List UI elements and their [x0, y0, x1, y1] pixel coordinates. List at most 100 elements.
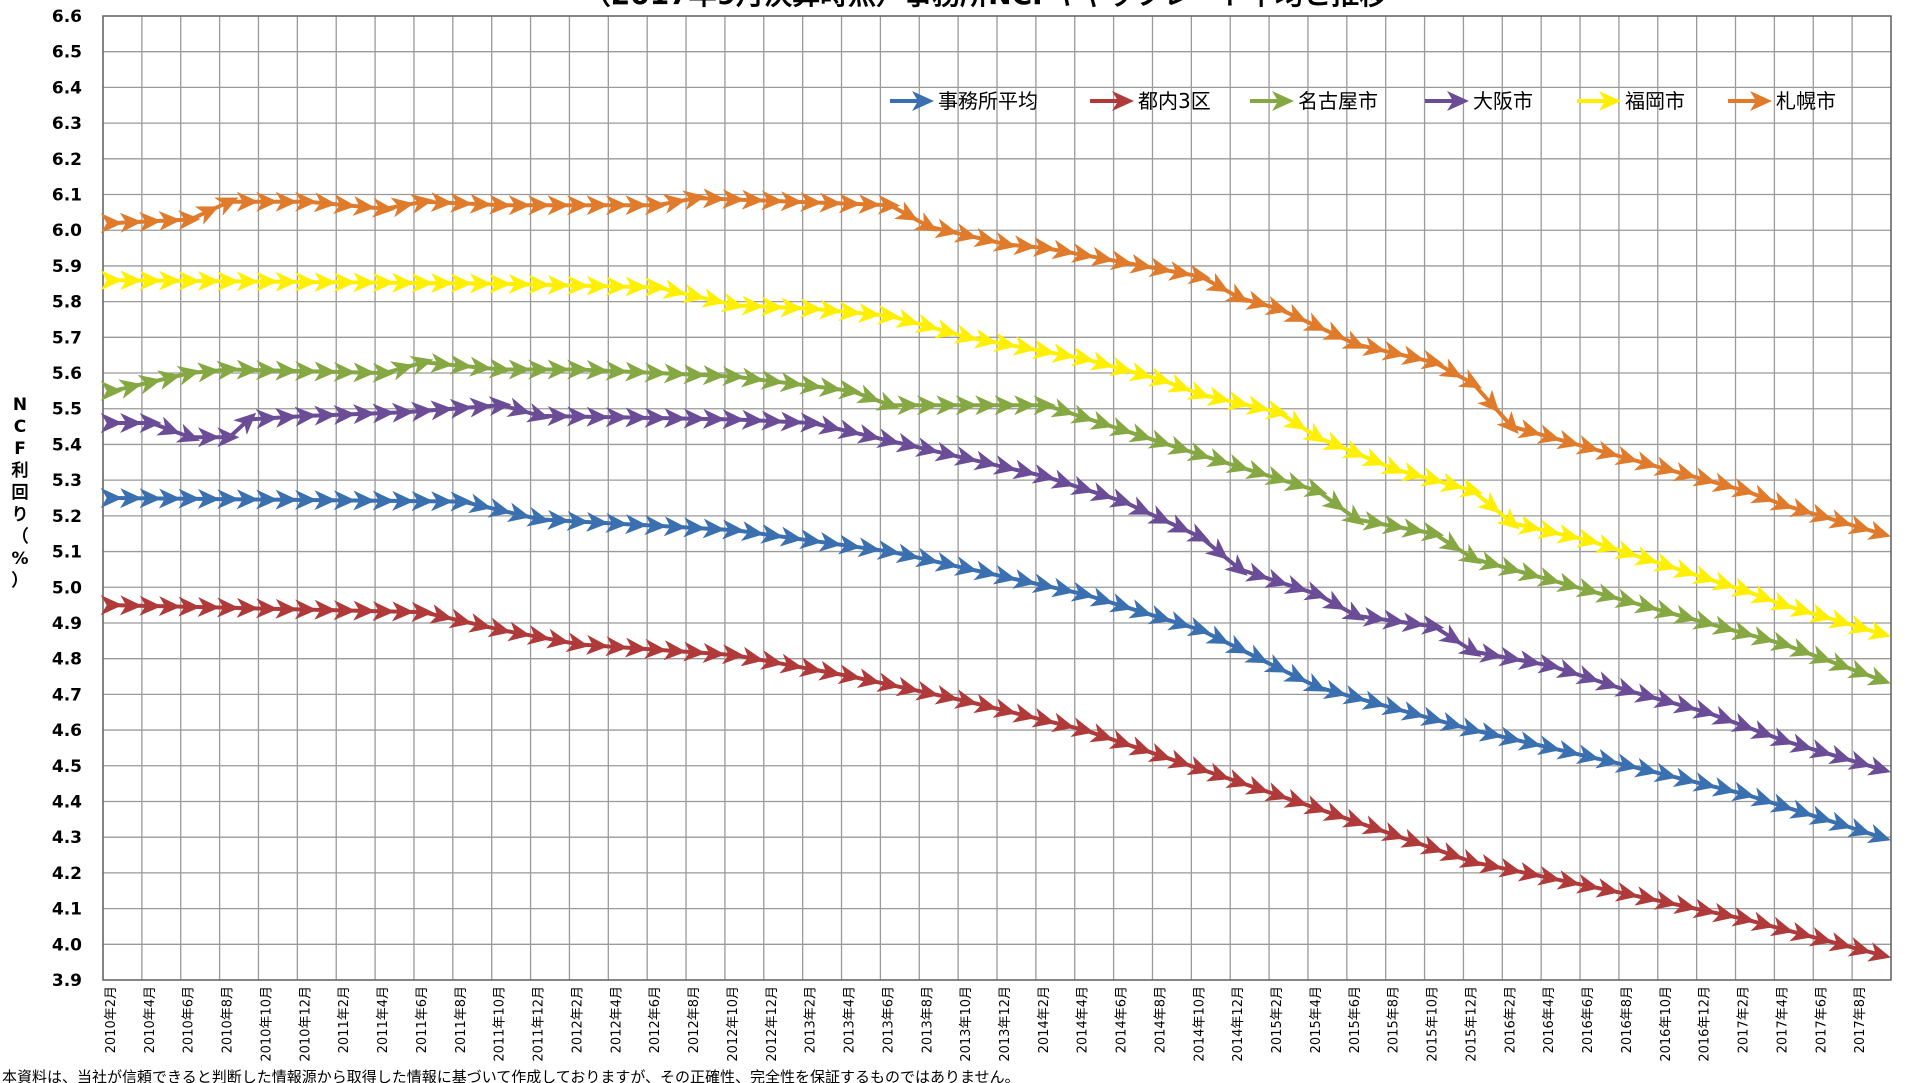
series-point	[1498, 646, 1522, 667]
series-point	[1827, 652, 1852, 672]
series-point	[1031, 573, 1056, 593]
series-point	[430, 192, 454, 213]
series-point	[934, 552, 959, 572]
series-point	[391, 601, 415, 622]
x-tick-label: 2015年2月	[1270, 986, 1285, 1053]
series-point	[1808, 805, 1833, 825]
series-point	[953, 446, 978, 466]
series-point	[1576, 874, 1600, 894]
series-point	[1205, 272, 1230, 293]
series-point	[894, 201, 919, 221]
series-point	[1575, 665, 1600, 685]
footnote: 本資料は、当社が信頼できると判断した情報源から取得した情報に基づいて作成しており…	[2, 1068, 1020, 1083]
series-point	[585, 634, 609, 655]
series-point	[488, 358, 512, 379]
series-point	[430, 353, 454, 373]
series-point	[1420, 467, 1444, 487]
series-point	[372, 362, 395, 383]
series-point	[1283, 303, 1308, 322]
series-point	[644, 407, 667, 428]
series-point	[856, 668, 881, 688]
series-point	[876, 672, 900, 693]
series-point	[1692, 772, 1717, 792]
x-tick-label: 2012年10月	[726, 986, 741, 1062]
series-point	[1866, 620, 1891, 640]
series-point	[760, 370, 784, 390]
series-3	[100, 396, 1891, 776]
legend-label: 名古屋市	[1298, 89, 1378, 113]
series-point	[372, 272, 395, 293]
series-point	[1692, 898, 1717, 919]
y-tick-label: 5.7	[52, 328, 82, 348]
x-tick-label: 2017年8月	[1853, 986, 1868, 1053]
series-point	[1167, 261, 1192, 281]
series-point	[489, 273, 512, 294]
series-point	[158, 270, 181, 291]
series-point	[856, 423, 881, 444]
series-point	[1127, 496, 1152, 515]
series-point	[722, 189, 745, 210]
series-point	[819, 192, 842, 213]
series-point	[1283, 471, 1308, 491]
series-point	[877, 194, 901, 215]
series-point	[1594, 533, 1619, 553]
series-point	[1380, 455, 1405, 475]
series-point	[664, 408, 687, 429]
series-point	[779, 372, 803, 393]
series-point	[1303, 795, 1328, 815]
series-point	[1458, 848, 1483, 868]
series-point	[1439, 711, 1464, 732]
series-point	[1186, 523, 1211, 542]
series-point	[1498, 726, 1522, 747]
series-point	[176, 365, 201, 386]
series-point	[410, 194, 434, 214]
series-point	[1692, 610, 1717, 630]
series-point	[975, 395, 998, 416]
series-point	[429, 604, 453, 624]
x-tick-label: 2016年12月	[1698, 986, 1713, 1062]
x-tick-label: 2010年12月	[298, 986, 313, 1062]
y-tick-label: 5.8	[52, 293, 82, 313]
series-point	[547, 274, 570, 295]
series-point	[1536, 735, 1561, 755]
series-point	[1303, 477, 1328, 497]
series-point	[1498, 857, 1522, 878]
series-point	[1711, 902, 1736, 923]
series-point	[1420, 706, 1444, 726]
series-point	[1653, 762, 1678, 783]
series-point	[722, 519, 745, 540]
series-point	[431, 273, 454, 294]
series-point	[508, 195, 531, 216]
series-point	[197, 362, 220, 383]
series-point	[100, 213, 123, 234]
series-point	[605, 276, 628, 297]
series-point	[605, 407, 628, 428]
series-point	[547, 195, 570, 216]
series-point	[1206, 448, 1231, 468]
series-point	[1575, 577, 1600, 598]
x-tick-label: 2012年4月	[609, 986, 624, 1053]
x-tick-label: 2016年10月	[1659, 986, 1674, 1062]
series-point	[1439, 842, 1464, 862]
y-tick-label: 4.2	[52, 864, 82, 884]
series-point	[100, 380, 123, 401]
series-point	[1575, 528, 1600, 548]
series-point	[392, 490, 415, 511]
x-tick-label: 2010年8月	[221, 986, 236, 1053]
series-point	[1340, 504, 1365, 526]
series-point	[1421, 614, 1445, 635]
series-point	[528, 195, 551, 216]
x-tick-label: 2011年8月	[454, 986, 469, 1053]
series-point	[1206, 386, 1231, 406]
y-tick-label: 6.3	[52, 114, 82, 134]
series-point	[1264, 568, 1289, 588]
series-point	[1750, 911, 1775, 932]
y-axis-ticks: 3.9 4.0 4.1 4.2 4.3 4.4 4.5 4.6 4.7 4.8 4.9 5.0 5.1 5…	[52, 7, 82, 991]
series-point	[1147, 367, 1172, 387]
series-point	[800, 191, 823, 212]
series-point	[936, 395, 959, 416]
series-point	[1128, 599, 1153, 619]
series-point	[973, 450, 998, 471]
series-point	[156, 416, 181, 436]
series-point	[566, 510, 590, 531]
